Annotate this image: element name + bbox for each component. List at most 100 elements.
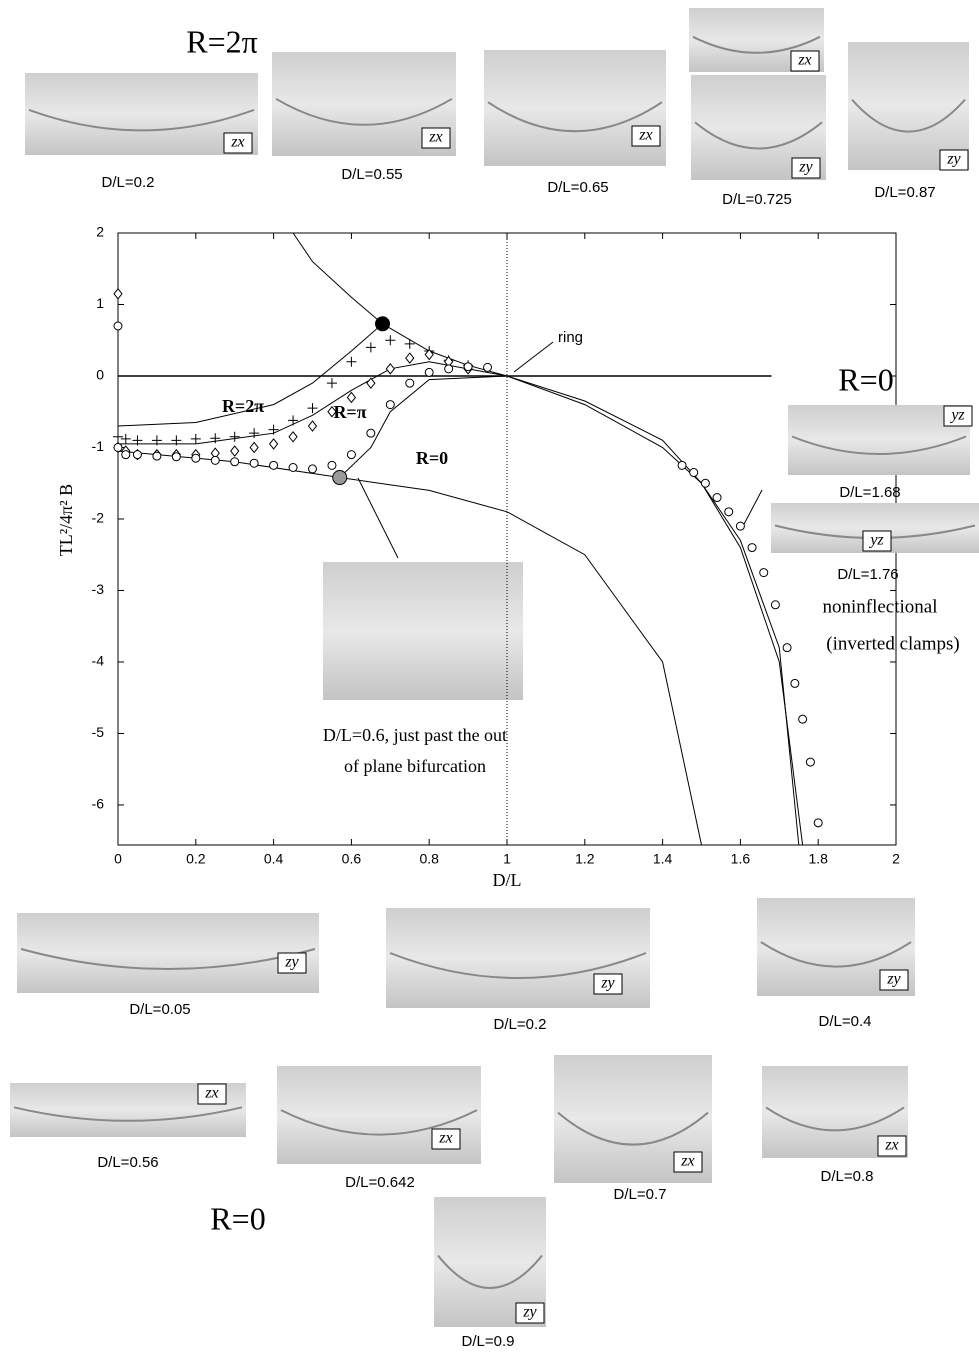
- theory-curve: [118, 361, 508, 445]
- photo-caption: D/L=0.9: [462, 1333, 515, 1350]
- photo-tag: zy: [886, 971, 901, 988]
- filament: [389, 952, 647, 979]
- data-point: [121, 450, 131, 460]
- theory-curve: [292, 232, 800, 846]
- data-point: [424, 348, 434, 361]
- theory-curve: [506, 375, 804, 846]
- annotation: D/L=0.6, just past the out: [323, 725, 507, 745]
- x-tick-label: 0.2: [186, 851, 206, 867]
- photo-caption: D/L=0.56: [97, 1154, 158, 1171]
- pointer: [357, 477, 399, 559]
- data-point: [120, 433, 131, 444]
- x-tick-label: 1.4: [653, 851, 673, 867]
- big-label: R=0: [838, 361, 893, 397]
- filament: [557, 1111, 709, 1146]
- x-tick-label: 2: [892, 851, 900, 867]
- y-tick-label: 0: [96, 367, 104, 383]
- data-point: [405, 378, 415, 388]
- y-tick-label: -2: [92, 510, 105, 526]
- data-point: [230, 445, 240, 457]
- data-point: [171, 452, 181, 462]
- y-tick-label: 1: [96, 295, 104, 311]
- data-point: [770, 600, 780, 610]
- tag-box: [277, 952, 307, 974]
- data-point: [113, 442, 123, 452]
- data-point: [700, 478, 710, 488]
- photo-caption: D/L=0.4: [819, 1013, 872, 1030]
- filament: [694, 121, 823, 150]
- photo-caption: D/L=0.7: [614, 1186, 667, 1203]
- tag-box: [515, 1302, 545, 1324]
- tag-box: [197, 1083, 227, 1105]
- tag-box: [877, 1135, 907, 1157]
- y-tick-label: -4: [92, 653, 105, 669]
- data-point: [798, 714, 808, 724]
- data-point: [132, 450, 142, 460]
- y-tick-label: -5: [92, 724, 105, 740]
- x-tick-label: 0: [114, 851, 122, 867]
- annotation: noninflectional: [822, 596, 937, 617]
- data-point: [113, 431, 123, 442]
- annotation: (inverted clamps): [826, 633, 959, 654]
- data-point: [229, 431, 240, 442]
- photo-caption: D/L=0.55: [341, 166, 402, 183]
- data-point: [689, 468, 699, 478]
- data-point: [444, 364, 454, 374]
- data-point: [346, 391, 357, 404]
- photo-tag: zx: [797, 52, 811, 69]
- data-point: [210, 433, 221, 444]
- data-point: [326, 378, 337, 389]
- data-point: [288, 430, 298, 443]
- data-point: [332, 470, 348, 486]
- photo-caption: D/L=0.87: [874, 184, 935, 201]
- photo: [25, 73, 258, 155]
- photo-tag: zx: [438, 1130, 452, 1147]
- data-point: [712, 493, 722, 503]
- photo-caption: D/L=0.65: [547, 179, 608, 196]
- photo-tag: zx: [428, 129, 442, 146]
- data-point: [307, 403, 318, 414]
- photo-caption: D/L=1.68: [839, 484, 900, 501]
- filament: [791, 435, 967, 455]
- data-point: [366, 428, 376, 438]
- data-point: [190, 433, 201, 444]
- data-point: [385, 363, 395, 375]
- big-label: R=0: [210, 1200, 265, 1236]
- photo-tag: zx: [680, 1153, 694, 1170]
- photo-tag: zy: [284, 954, 299, 971]
- x-tick-label: 0.6: [342, 851, 362, 867]
- data-point: [365, 342, 376, 353]
- x-tick-label: 1: [503, 851, 511, 867]
- series-label: R=2π: [222, 396, 264, 416]
- photo-tag: zy: [522, 1304, 537, 1321]
- tag-box: [421, 127, 451, 149]
- data-point: [805, 757, 815, 767]
- photo-tag: zy: [946, 151, 961, 168]
- tag-box: [431, 1128, 461, 1150]
- filament: [275, 97, 453, 126]
- filament: [280, 1109, 478, 1136]
- photo-caption: D/L=0.2: [494, 1016, 547, 1033]
- data-point: [132, 435, 143, 446]
- x-tick-label: 0.4: [264, 851, 284, 867]
- filament: [28, 108, 255, 132]
- data-point: [366, 377, 376, 389]
- photo-caption: D/L=1.76: [837, 566, 898, 583]
- data-point: [230, 457, 240, 467]
- data-point: [307, 420, 318, 432]
- data-point: [404, 338, 415, 349]
- data-point: [327, 460, 337, 470]
- filament: [13, 1106, 243, 1122]
- data-point: [269, 460, 279, 470]
- x-tick-label: 0.8: [419, 851, 439, 867]
- data-point: [790, 678, 800, 688]
- tag-box: [631, 125, 661, 147]
- tag-box: [879, 969, 909, 991]
- big-label: R=2π: [186, 23, 258, 59]
- data-point: [759, 568, 769, 578]
- data-point: [385, 400, 395, 410]
- data-point: [782, 643, 792, 653]
- inset-photo: [323, 562, 523, 700]
- tag-box: [223, 132, 253, 154]
- filament: [20, 948, 316, 970]
